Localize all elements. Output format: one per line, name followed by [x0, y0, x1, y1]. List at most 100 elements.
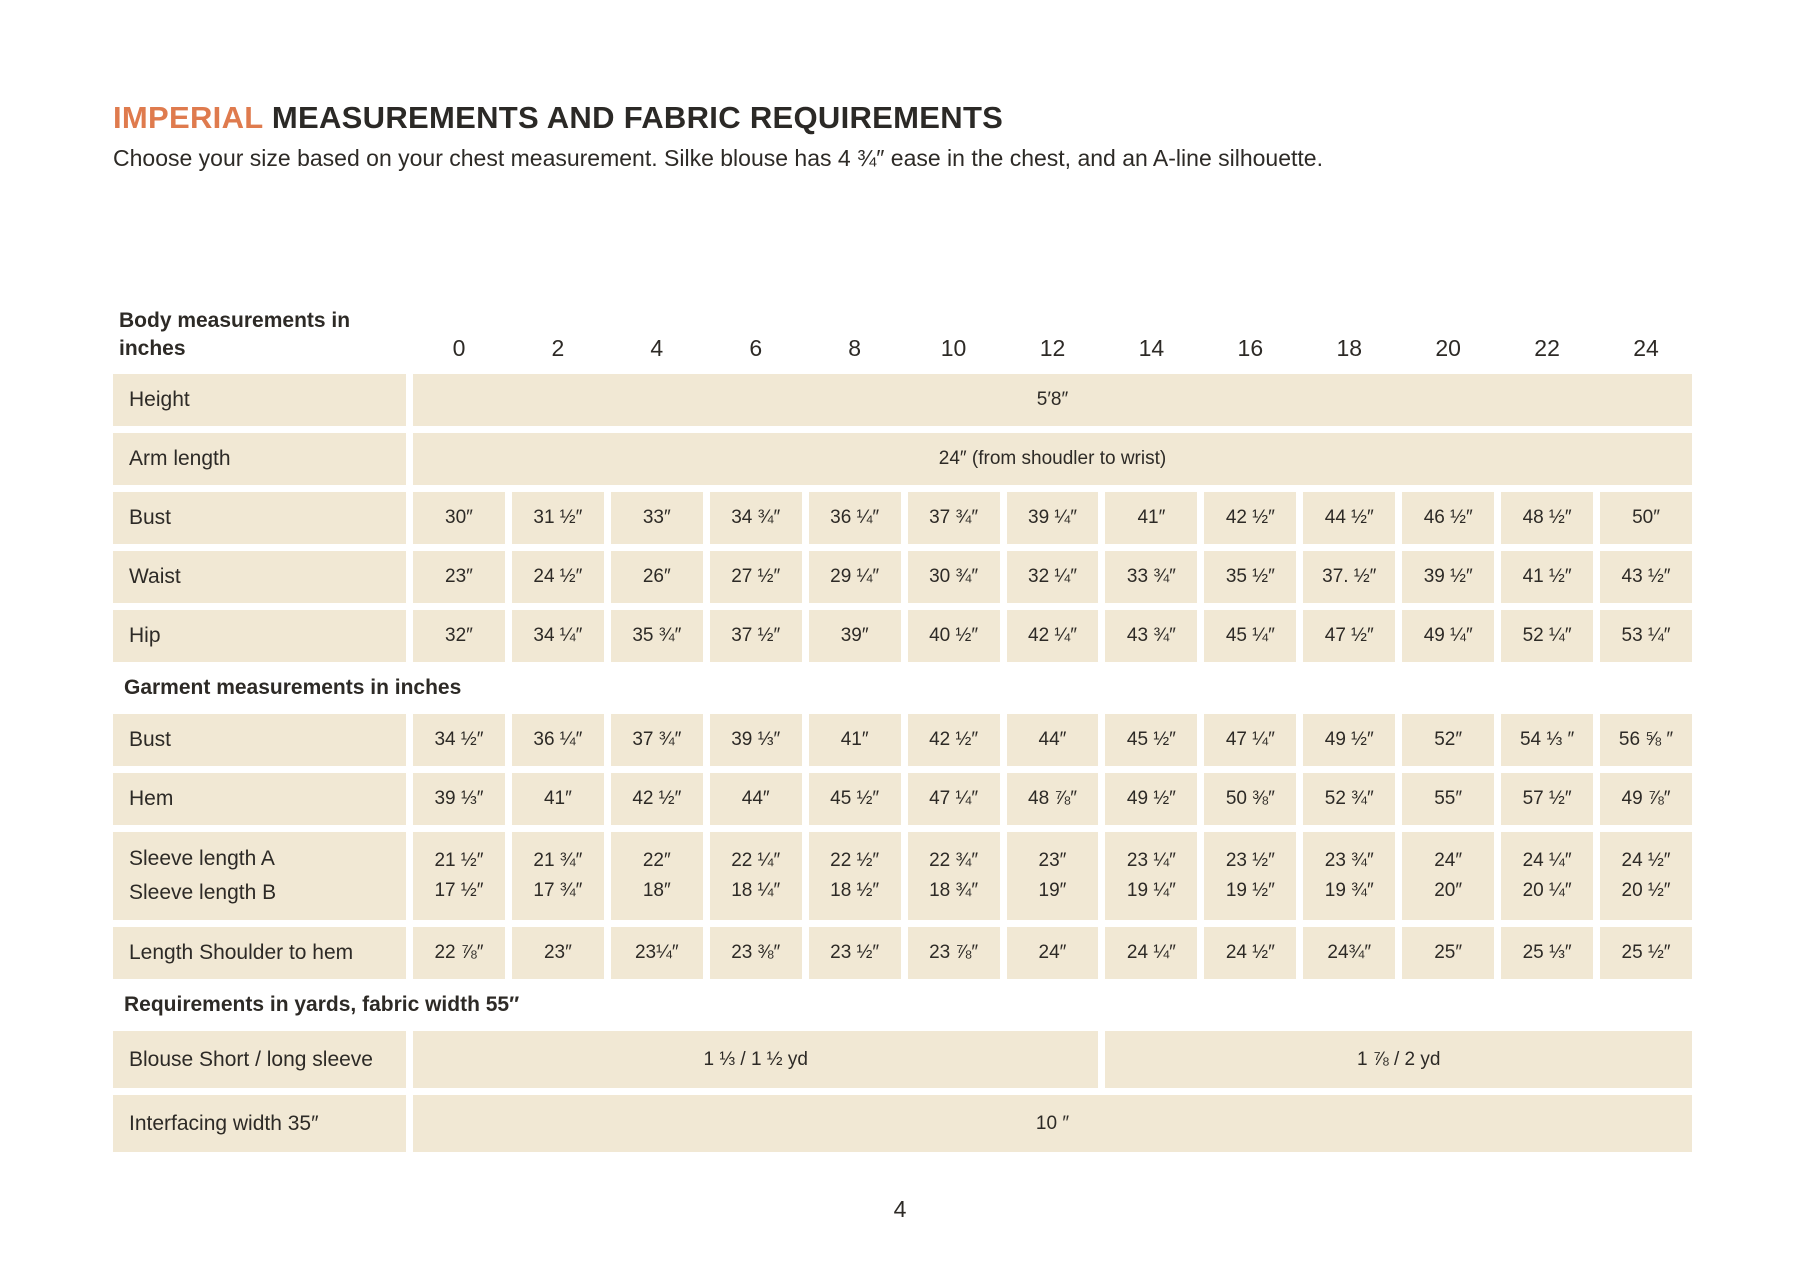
measurement-value: 24 ½″: [1204, 927, 1297, 979]
measurement-value: 44″: [1006, 714, 1099, 766]
measurement-value: 34 ½″: [413, 714, 505, 766]
measurement-value: 44 ½″: [1303, 492, 1396, 544]
measurement-value: 49 ½″: [1303, 714, 1396, 766]
measurement-value: 52″: [1402, 714, 1495, 766]
measurement-value: 35 ½″: [1204, 551, 1297, 603]
measurement-value: 37. ½″: [1303, 551, 1396, 603]
measurement-value: 25 ⅓″: [1501, 927, 1594, 979]
span-value: 1 ⅓ / 1 ½ yd: [413, 1031, 1099, 1088]
measurement-value: 39 ⅓″: [413, 773, 505, 825]
measurement-value: 24 ½″: [511, 551, 604, 603]
row-label: Hem: [113, 773, 406, 825]
measurement-value: 25″: [1402, 927, 1495, 979]
size-column-header: 6: [749, 335, 763, 361]
page-content: IMPERIAL MEASUREMENTS AND FABRIC REQUIRE…: [113, 100, 1800, 1152]
measurement-value: 52 ¼″: [1501, 610, 1594, 662]
measurement-value: 46 ½″: [1402, 492, 1495, 544]
measurement-value: 45 ¼″: [1204, 610, 1297, 662]
span-value: 10 ″: [413, 1095, 1692, 1152]
measurement-value: 36 ¼″: [808, 492, 901, 544]
measurement-value: 23 ⅜″: [709, 927, 802, 979]
measurement-value: 49 ¼″: [1402, 610, 1495, 662]
measurement-value: 36 ¼″: [511, 714, 604, 766]
measurement-value: 47 ¼″: [907, 773, 1000, 825]
measurement-value: 29 ¼″: [808, 551, 901, 603]
measurement-value: 23 ½″: [808, 927, 901, 979]
row-label: Sleeve length A Sleeve length B: [113, 832, 406, 920]
measurement-value: 49 ½″: [1105, 773, 1198, 825]
page-title: IMPERIAL MEASUREMENTS AND FABRIC REQUIRE…: [113, 100, 1800, 136]
table-header-label: Body measurements in inches: [119, 309, 351, 360]
measurement-value: 40 ½″: [907, 610, 1000, 662]
measurement-value: 30″: [413, 492, 505, 544]
measurement-value: 48 ½″: [1501, 492, 1594, 544]
measurement-value: 33″: [610, 492, 703, 544]
measurement-table: Body measurements in inches 0 2 4 6 8 10 12 14 16…: [113, 300, 1692, 1152]
measurement-value: 23 ¼″ 19 ¼″: [1105, 832, 1198, 920]
size-column-header: 10: [940, 335, 967, 361]
measurement-value: 22 ¼″ 18 ¼″: [709, 832, 802, 920]
measurement-value: 24 ½″ 20 ½″: [1600, 832, 1692, 920]
row-label: Waist: [113, 551, 406, 603]
measurement-value: 33 ¾″: [1105, 551, 1198, 603]
section-header: Requirements in yards, fabric width 55″: [124, 993, 520, 1016]
size-column-header: 20: [1435, 335, 1461, 361]
measurement-value: 42 ½″: [907, 714, 1000, 766]
measurement-value: 25 ½″: [1600, 927, 1692, 979]
measurement-value: 43 ½″: [1600, 551, 1692, 603]
row-label: Height: [113, 374, 406, 426]
measurement-value: 47 ¼″: [1204, 714, 1297, 766]
measurement-value: 23 ⅞″: [907, 927, 1000, 979]
measurement-value: 47 ½″: [1303, 610, 1396, 662]
measurement-value: 23 ½″ 19 ½″: [1204, 832, 1297, 920]
measurement-value: 57 ½″: [1501, 773, 1594, 825]
row-label: Blouse Short / long sleeve: [113, 1031, 406, 1088]
measurement-value: 52 ¾″: [1303, 773, 1396, 825]
measurement-value: 24¾″: [1303, 927, 1396, 979]
size-column-header: 0: [452, 335, 466, 361]
measurement-value: 26″: [610, 551, 703, 603]
measurement-value: 22 ⅞″: [413, 927, 505, 979]
page-subtitle: Choose your size based on your chest mea…: [113, 145, 1323, 171]
row-label: Bust: [113, 492, 406, 544]
measurement-value: 45 ½″: [1105, 714, 1198, 766]
size-column-header: 12: [1039, 335, 1066, 361]
size-column-header: 8: [848, 335, 862, 361]
size-column-header: 4: [650, 335, 664, 361]
measurement-value: 37 ¾″: [907, 492, 1000, 544]
span-value: 1 ⅞ / 2 yd: [1105, 1031, 1692, 1088]
measurement-value: 39″: [808, 610, 901, 662]
size-column-header: 2: [551, 335, 565, 361]
measurement-value: 53 ¼″: [1600, 610, 1692, 662]
measurement-value: 21 ½″ 17 ½″: [413, 832, 505, 920]
measurement-value: 37 ¾″: [610, 714, 703, 766]
measurement-value: 37 ½″: [709, 610, 802, 662]
measurement-value: 49 ⅞″: [1600, 773, 1692, 825]
size-column-header: 14: [1138, 335, 1165, 361]
measurement-value: 41″: [1105, 492, 1198, 544]
measurement-value: 56 ⅝ ″: [1600, 714, 1692, 766]
measurement-value: 24″: [1006, 927, 1099, 979]
row-label: Length Shoulder to hem: [113, 927, 406, 979]
measurement-value: 27 ½″: [709, 551, 802, 603]
measurement-value: 43 ¾″: [1105, 610, 1198, 662]
measurement-value: 23″ 19″: [1006, 832, 1099, 920]
measurement-value: 31 ½″: [511, 492, 604, 544]
measurement-value: 24 ¼″: [1105, 927, 1198, 979]
measurement-value: 44″: [709, 773, 802, 825]
measurement-value: 22 ¾″ 18 ¾″: [907, 832, 1000, 920]
measurement-value: 32″: [413, 610, 505, 662]
measurement-value: 30 ¾″: [907, 551, 1000, 603]
page-number: 4: [893, 1196, 907, 1222]
measurement-value: 21 ¾″ 17 ¾″: [511, 832, 604, 920]
measurement-value: 34 ¾″: [709, 492, 802, 544]
page-title-rest: MEASUREMENTS AND FABRIC REQUIREMENTS: [262, 100, 1004, 135]
measurement-value: 32 ¼″: [1006, 551, 1099, 603]
measurement-value: 23 ¾″ 19 ¾″: [1303, 832, 1396, 920]
measurement-value: 41 ½″: [1501, 551, 1594, 603]
row-label: Hip: [113, 610, 406, 662]
measurement-value: 39 ½″: [1402, 551, 1495, 603]
span-value: 24″ (from shoudler to wrist): [413, 433, 1692, 485]
span-value: 5′8″: [413, 374, 1692, 426]
